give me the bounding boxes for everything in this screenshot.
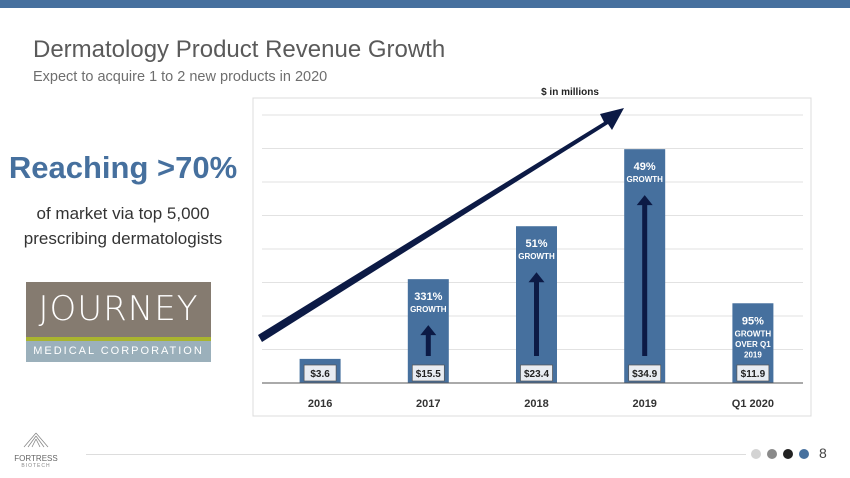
footer-dot-0 [751,449,761,459]
x-tick-label: 2016 [308,398,332,410]
value-label: $3.6 [310,369,330,380]
value-label-box [628,364,662,382]
value-label-box [411,364,445,382]
top-accent-bar [0,0,850,8]
fortress-mountain-icon [23,432,49,448]
footer-divider [86,454,746,455]
x-tick-label: 2018 [524,398,548,410]
journey-logo-name: JOURNEY [26,282,211,337]
journey-logo-stripe [26,337,211,341]
value-label-box [736,364,770,382]
highlight-text: of market via top 5,000 prescribing derm… [0,201,246,251]
growth-percent: 49% [634,161,656,173]
growth-percent: 331% [414,291,442,303]
value-label-box [303,364,337,382]
value-label: $11.9 [741,369,766,380]
fortress-name: FORTRESS [14,454,58,463]
page-subtitle: Expect to acquire 1 to 2 new products in… [33,69,328,85]
growth-arrow-icon [420,325,437,356]
value-label: $15.5 [416,369,441,380]
growth-label: GROWTH [735,329,772,338]
growth-percent: 95% [742,315,764,327]
value-label: $23.4 [524,369,549,380]
value-label: $34.9 [632,369,657,380]
value-label-box [520,364,553,382]
growth-percent: 51% [525,238,547,250]
x-tick-label: Q1 2020 [732,398,774,410]
growth-arrow-icon [636,195,653,356]
growth-arrow-icon [528,272,545,356]
growth-label: GROWTH [410,305,447,314]
trend-arrow-icon [258,108,624,342]
page-number: 8 [819,445,827,461]
growth-label: GROWTH [518,252,555,261]
growth-label: GROWTH [626,175,663,184]
highlight-line-2: prescribing dermatologists [23,229,223,248]
fortress-sub: BIOTECH [21,463,51,469]
x-tick-label: 2017 [416,398,440,410]
x-tick-label: 2019 [632,398,656,410]
highlight-line-1: of market via top 5,000 [36,204,210,223]
journey-logo-sub: MEDICAL CORPORATION [26,341,211,362]
growth-label: 2019 [744,350,762,359]
footer-dot-1 [767,449,777,459]
chart-unit-label: $ in millions [541,87,599,98]
growth-label: OVER Q1 [735,340,771,349]
page-title: Dermatology Product Revenue Growth [33,36,446,63]
highlight-headline: Reaching >70% [8,150,238,185]
fortress-biotech-logo: FORTRESS BIOTECH [10,432,62,469]
footer-dot-3 [799,449,809,459]
footer-dots [751,449,809,459]
journey-medical-logo: JOURNEY MEDICAL CORPORATION [26,282,211,362]
footer-dot-2 [783,449,793,459]
